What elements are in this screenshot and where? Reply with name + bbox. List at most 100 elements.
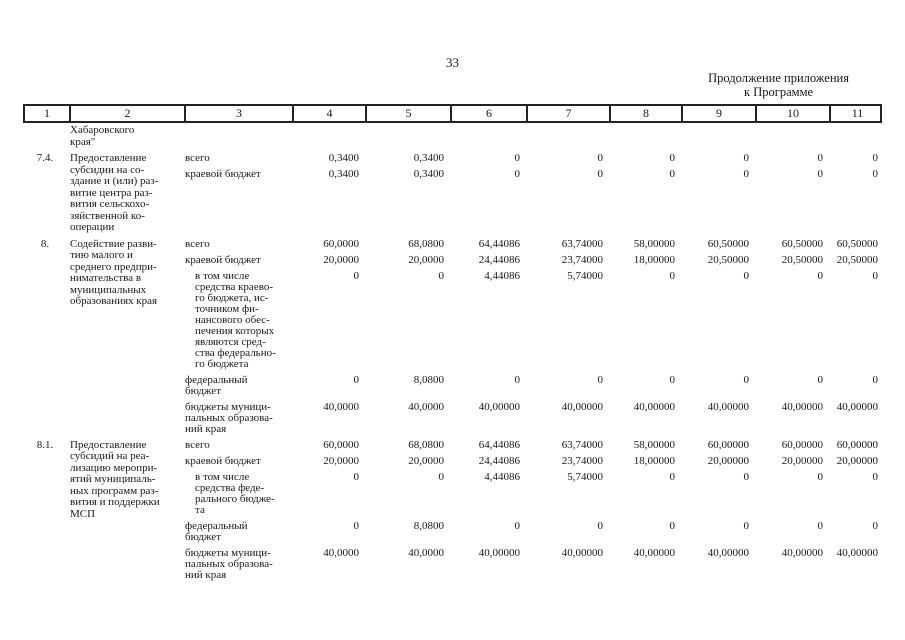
value-cell: 40,00000	[781, 400, 823, 413]
value-cell: 0	[817, 152, 824, 164]
activity-text: Содействие разви-тию малого и среднего пр…	[67, 238, 182, 308]
funding-source-line: бюджеты муници-	[185, 546, 271, 559]
funding-source-line: федеральный	[185, 373, 248, 386]
value-cell: 0	[353, 470, 360, 483]
value-cell: 40,0000	[323, 400, 359, 413]
value-cell: 40,00000	[633, 546, 675, 559]
activity-line: муниципальных	[70, 283, 147, 296]
funding-source-line: печения которых	[195, 324, 275, 337]
funding-entries: всего 60,0000 68,0800 64,44086 63,74000 58,00…	[182, 237, 882, 435]
funding-source-line: ства федерально-	[195, 346, 276, 359]
header-cell-7: 7	[526, 106, 609, 121]
value-cell: 0	[353, 269, 360, 282]
value-cell: 0	[817, 269, 824, 282]
appendix-continuation-line1: Продолжение приложения	[708, 71, 849, 85]
value-cell: 0	[514, 152, 521, 164]
value-cell: 20,00000	[707, 454, 749, 467]
value-cell: 4,44086	[484, 470, 520, 483]
header-cell-2: 2	[69, 106, 184, 121]
funding-entry: краевой бюджет 0,3400 0,3400 0 0 0 0 0 0	[182, 169, 882, 180]
value-cell: 18,00000	[633, 253, 675, 266]
value-cell: 0	[817, 373, 824, 386]
value-cell: 20,0000	[323, 454, 359, 467]
value-cell: 20,50000	[707, 253, 749, 266]
value-cell: 40,00000	[633, 400, 675, 413]
funding-entry: всего 0,3400 0,3400 0 0 0 0 0 0	[182, 153, 882, 164]
activity-line: среднего предпри-	[70, 260, 157, 273]
funding-source-label: всего	[182, 439, 290, 451]
value-cell: 0	[669, 519, 676, 532]
funding-entries: всего 0,3400 0,3400 0 0 0 0 0 0 краевой бюджет 0,3…	[182, 153, 882, 180]
value-cell: 0	[743, 470, 750, 483]
funding-entry: федеральный бюджет 0 8,0800 0 0 0 0 0 0	[182, 519, 882, 543]
value-cell: 0	[597, 373, 604, 386]
value-cell: 23,74000	[561, 253, 603, 266]
funding-entry: в том числе средства краево-го бюджета, и…	[182, 269, 882, 370]
value-cell: 60,50000	[836, 237, 878, 250]
activity-line: субсидий на реа-	[70, 450, 150, 462]
activity-line: Хабаровского	[70, 124, 135, 136]
row-number: 8.	[40, 237, 50, 250]
activity-line: нимательства в	[70, 272, 142, 284]
funding-source-line: бюджет	[185, 530, 221, 543]
funding-source-line: пальных образова-	[185, 411, 273, 424]
activity-line: ятий муниципаль-	[70, 473, 156, 485]
value-cell: 40,0000	[408, 400, 444, 413]
value-cell: 68,0800	[408, 237, 444, 250]
value-cell: 58,00000	[633, 237, 675, 250]
activity-line: тию малого и	[70, 249, 133, 261]
funding-source-line: средства феде-	[195, 481, 265, 494]
funding-source-line: краевой бюджет	[185, 168, 261, 180]
header-cell-9: 9	[681, 106, 755, 121]
funding-source-line: федеральный	[185, 519, 248, 532]
value-cell: 0	[743, 152, 750, 164]
value-cell: 60,50000	[707, 237, 749, 250]
value-cell: 18,00000	[633, 454, 675, 467]
activity-line: субсидии на со-	[70, 163, 145, 176]
funding-source-line: бюджеты муници-	[185, 400, 271, 413]
value-cell: 20,0000	[408, 454, 444, 467]
funding-source-label: краевой бюджет	[182, 169, 290, 180]
value-cell: 40,00000	[478, 400, 520, 413]
value-cell: 0	[817, 519, 824, 532]
value-cell: 40,00000	[707, 546, 749, 559]
funding-source-line: пальных образова-	[185, 557, 273, 570]
value-cell: 0	[872, 168, 879, 180]
value-cell: 0,3400	[328, 152, 359, 164]
value-cell: 40,00000	[561, 400, 603, 413]
value-cell: 0,3400	[413, 152, 444, 164]
activity-text: Предоставление субсидии на со-здание и (и…	[67, 152, 182, 234]
page-number: 33	[446, 55, 459, 70]
header-cell-5: 5	[365, 106, 450, 121]
funding-source-line: ний края	[185, 422, 227, 435]
value-cell: 20,50000	[836, 253, 878, 266]
value-cell: 0	[743, 269, 750, 282]
funding-source-line: ний края	[185, 568, 227, 581]
table-body: Хабаровского края" 7.4. Предоставление субси…	[23, 124, 882, 581]
header-cell-4: 4	[292, 106, 365, 121]
value-cell: 0	[669, 373, 676, 386]
carryover-row: Хабаровского края"	[23, 124, 882, 148]
value-cell: 0	[353, 519, 360, 532]
header-cell-11: 11	[829, 106, 884, 121]
value-cell: 8,0800	[413, 519, 444, 532]
value-cell: 60,00000	[836, 438, 878, 451]
value-cell: 0,3400	[328, 168, 359, 180]
value-cell: 0	[872, 470, 879, 483]
activity-line: здание и (или) раз-	[70, 175, 159, 187]
value-cell: 40,00000	[561, 546, 603, 559]
value-cell: 40,0000	[323, 546, 359, 559]
funding-source-label: всего	[182, 238, 290, 250]
funding-entry: всего 60,0000 68,0800 64,44086 63,74000 58,00…	[182, 237, 882, 250]
header-cell-1: 1	[44, 106, 50, 120]
table-row: 8. Содействие разви-тию малого и среднего …	[23, 237, 882, 435]
value-cell: 24,44086	[478, 253, 520, 266]
value-cell: 4,44086	[484, 269, 520, 282]
funding-source-line: го бюджета	[195, 357, 249, 370]
value-cell: 20,50000	[781, 253, 823, 266]
value-cell: 0	[669, 152, 676, 164]
value-cell: 60,00000	[707, 438, 749, 451]
value-cell: 0	[669, 168, 676, 180]
activity-line: МСП	[70, 507, 96, 520]
